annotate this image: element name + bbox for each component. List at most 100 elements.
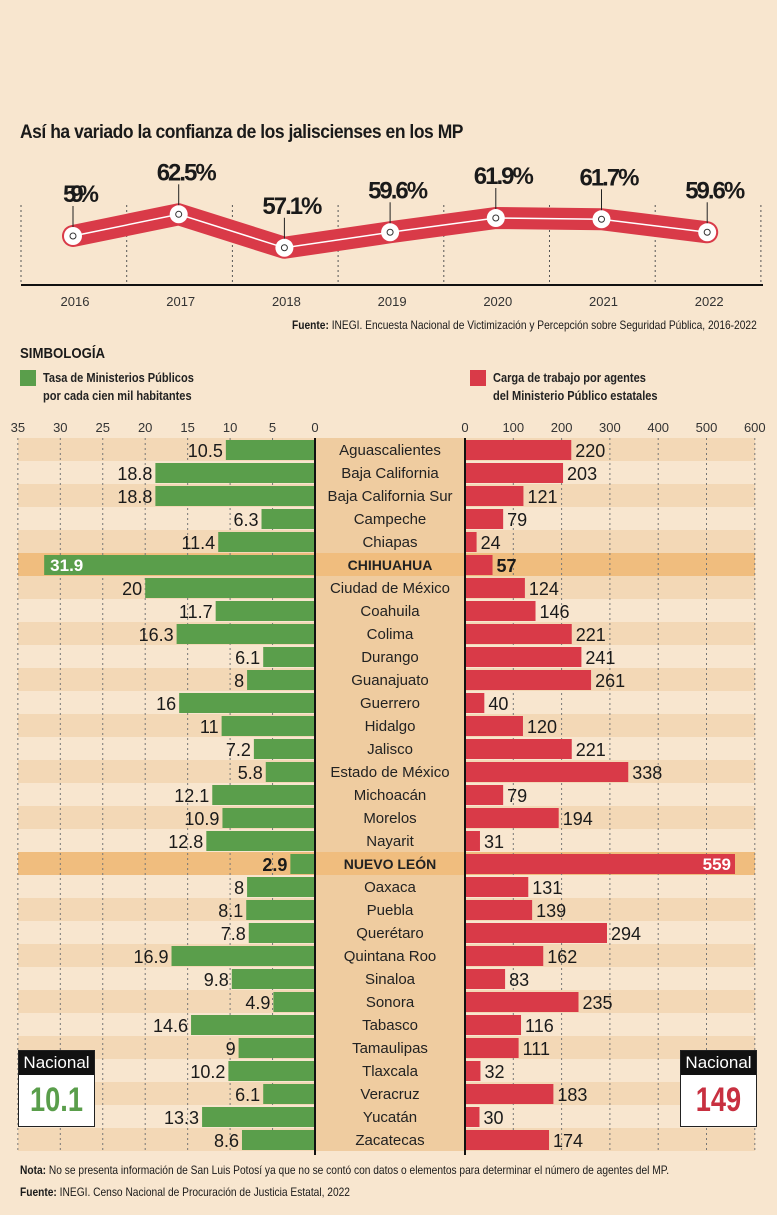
red-value-label: 24 — [481, 533, 501, 553]
green-value-label: 11.7 — [179, 602, 213, 622]
red-value-label: 79 — [507, 510, 527, 530]
category-cell — [315, 760, 465, 783]
red-bar — [465, 1130, 550, 1150]
data-point-dot — [492, 214, 500, 222]
legend-swatch-green — [20, 370, 36, 386]
category-label: Zacatecas — [355, 1132, 424, 1149]
line-chart-title: Así ha variado la confianza de los jalis… — [20, 122, 464, 143]
green-bar — [191, 1015, 315, 1035]
green-bar — [221, 716, 315, 736]
green-value-label: 12.1 — [174, 786, 209, 806]
national-green-value: 10.1 — [30, 1081, 83, 1119]
green-value-label: 10.9 — [184, 809, 219, 829]
category-label: Quintana Roo — [344, 948, 437, 965]
green-bar — [246, 900, 315, 920]
category-cell — [315, 668, 465, 691]
category-cell — [315, 553, 465, 576]
red-bar — [465, 1061, 481, 1081]
green-bar — [179, 693, 315, 713]
note: Nota: No se presenta información de San … — [20, 1163, 670, 1177]
green-bar — [247, 670, 315, 690]
category-cell — [315, 1013, 465, 1036]
category-cell — [315, 1082, 465, 1105]
red-value-label: 139 — [536, 901, 566, 921]
category-cell — [315, 530, 465, 553]
category-label: Yucatán — [363, 1109, 417, 1126]
red-value-label: 124 — [529, 579, 559, 599]
green-value-label: 12.8 — [168, 832, 203, 852]
left-tick-label: 30 — [53, 420, 67, 435]
green-value-label: 6.3 — [233, 510, 258, 530]
category-label: Tlaxcala — [362, 1063, 419, 1080]
category-label: CHIHUAHUA — [348, 557, 433, 573]
green-value-label: 6.1 — [235, 648, 260, 668]
red-value-label: 31 — [484, 832, 504, 852]
category-label: Sonora — [366, 994, 415, 1011]
red-value-label: 32 — [484, 1062, 504, 1082]
red-bar — [465, 762, 629, 782]
green-bar — [263, 1084, 315, 1104]
green-value-label: 7.2 — [226, 740, 251, 760]
green-bar — [290, 854, 315, 874]
green-bar — [176, 624, 315, 644]
category-cell — [315, 1036, 465, 1059]
green-bar — [202, 1107, 315, 1127]
category-label: NUEVO LEÓN — [344, 855, 437, 872]
x-tick-label: 2022 — [695, 294, 724, 309]
red-bar — [465, 1038, 519, 1058]
green-bar — [145, 578, 315, 598]
category-cell — [315, 599, 465, 622]
green-bar — [44, 555, 315, 575]
green-value-label: 16.3 — [139, 625, 174, 645]
category-label: Hidalgo — [365, 718, 416, 735]
green-value-label: 11.4 — [182, 533, 216, 553]
red-bar — [465, 716, 523, 736]
red-value-label: 146 — [540, 602, 570, 622]
category-label: Guerrero — [360, 695, 420, 712]
line-chart: 59% 2016 62.5% 2017 57.1% 2018 59.6% 2019 61.9% 2… — [20, 159, 763, 309]
red-bar — [465, 670, 592, 690]
category-cell — [315, 622, 465, 645]
green-value-label: 4.9 — [245, 993, 270, 1013]
legend-red: Carga de trabajo por agentes del Minister… — [493, 370, 658, 403]
green-value-label: 20 — [122, 579, 142, 599]
red-bar — [465, 486, 524, 506]
category-cell — [315, 484, 465, 507]
red-bar — [465, 785, 504, 805]
green-bar — [247, 877, 315, 897]
category-label: Baja California Sur — [327, 488, 452, 505]
left-tick-label: 10 — [223, 420, 237, 435]
category-cell — [315, 852, 465, 875]
category-cell — [315, 829, 465, 852]
legend-swatch-red — [470, 370, 486, 386]
red-bar — [465, 1084, 554, 1104]
red-value-label: 83 — [509, 970, 529, 990]
data-label: 59% — [63, 181, 99, 208]
red-value-label: 203 — [567, 464, 597, 484]
national-label: Nacional — [681, 1051, 756, 1075]
red-value-label: 261 — [595, 671, 625, 691]
green-bar — [171, 946, 315, 966]
data-point-dot — [69, 232, 77, 240]
red-bar — [465, 601, 536, 621]
red-value-label: 40 — [488, 694, 508, 714]
category-label: Guanajuato — [351, 672, 429, 689]
category-label: Durango — [361, 649, 419, 666]
source: Fuente: INEGI. Censo Nacional de Procura… — [20, 1185, 350, 1199]
category-label: Tamaulipas — [352, 1040, 428, 1057]
red-bar — [465, 555, 493, 575]
green-value-label: 10.5 — [188, 441, 223, 461]
category-cell — [315, 1128, 465, 1151]
red-value-label: 121 — [527, 487, 557, 507]
green-value-label: 10.2 — [190, 1062, 225, 1082]
green-value-label: 9 — [226, 1039, 236, 1059]
category-label: Baja California — [341, 465, 439, 482]
category-label: Colima — [367, 626, 414, 643]
category-cell — [315, 944, 465, 967]
x-tick-label: 2019 — [378, 294, 407, 309]
red-bar — [465, 808, 559, 828]
right-tick-label: 100 — [502, 420, 524, 435]
green-bar — [206, 831, 315, 851]
